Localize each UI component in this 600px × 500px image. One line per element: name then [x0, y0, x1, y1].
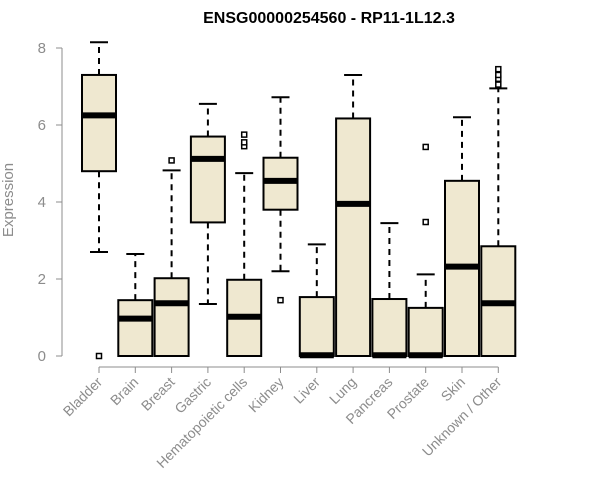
outlier-point [168, 157, 175, 164]
outlier-point [422, 218, 429, 226]
outlier-point [240, 131, 248, 138]
box-group [335, 73, 372, 357]
x-tick-label: Brain [107, 374, 141, 408]
box-iqr [298, 296, 335, 357]
y-tick-label: 8 [38, 40, 46, 57]
y-tick-label: 4 [38, 194, 46, 211]
box-group [444, 116, 480, 357]
outlier-point [277, 296, 284, 304]
box-group [81, 41, 117, 360]
outlier-point [495, 81, 502, 88]
box-group [407, 143, 444, 359]
y-tick-label: 6 [38, 117, 46, 134]
x-tick-label: Kidney [245, 374, 287, 416]
outlier-point [495, 65, 502, 73]
box-iqr [407, 306, 444, 357]
box-iqr [189, 135, 226, 224]
box-group [262, 96, 299, 304]
y-tick-label: 2 [38, 271, 46, 288]
outlier-point [495, 71, 502, 79]
outlier-point [240, 139, 248, 146]
chart-title: ENSG00000254560 - RP11-1L12.3 [203, 10, 455, 27]
y-axis-label: Expression [0, 163, 17, 237]
x-tick-label: Lung [326, 374, 359, 407]
x-tick-label: Bladder [60, 374, 106, 420]
box-group [153, 157, 190, 358]
outlier-point [95, 352, 103, 360]
box-iqr [153, 277, 190, 358]
box-group [480, 65, 517, 357]
box-group [117, 252, 154, 357]
x-tick-label: Breast [138, 374, 178, 414]
x-tick-label: Liver [290, 374, 323, 407]
boxes [81, 41, 517, 360]
box-group [189, 102, 226, 306]
outlier-point [422, 143, 429, 151]
box-iqr [81, 73, 117, 173]
box-iqr [117, 299, 154, 357]
box-iqr [335, 117, 372, 357]
box-group [371, 222, 408, 359]
box-iqr [371, 298, 408, 357]
x-tick-label: Skin [438, 374, 469, 405]
box-group [226, 131, 263, 357]
y-tick-label: 0 [38, 348, 46, 365]
box-group [298, 243, 335, 359]
